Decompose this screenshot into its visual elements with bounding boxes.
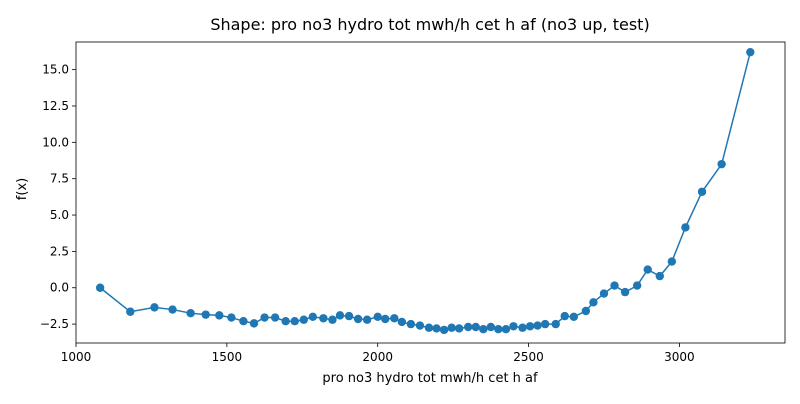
data-point — [509, 322, 518, 331]
data-point — [381, 314, 390, 324]
y-tick-label: 7.5 — [50, 172, 69, 186]
y-axis-label: f(x) — [15, 178, 30, 200]
data-point — [471, 322, 480, 332]
x-tick-label: 3000 — [664, 350, 695, 364]
data-point — [95, 283, 105, 292]
data-point — [540, 319, 550, 329]
data-point — [569, 312, 579, 322]
data-point — [632, 281, 642, 290]
data-point — [201, 310, 210, 319]
data-point — [328, 315, 337, 324]
data-point — [406, 319, 416, 329]
data-point — [168, 305, 177, 314]
data-point — [439, 325, 449, 335]
data-point — [308, 312, 318, 322]
data-point — [424, 323, 434, 332]
axes-frame — [75, 41, 786, 344]
x-tick-label: 2000 — [362, 350, 393, 364]
data-point — [390, 314, 399, 323]
x-tick-label: 1500 — [212, 350, 243, 364]
x-tick-label: 1000 — [61, 350, 92, 364]
data-point — [581, 306, 591, 316]
y-tick-label: 2.5 — [50, 244, 69, 258]
data-point — [494, 324, 503, 334]
data-point — [415, 321, 425, 330]
data-point — [281, 316, 290, 326]
x-tick-label: 2500 — [513, 350, 544, 364]
data-point — [353, 314, 363, 324]
data-point — [447, 323, 456, 332]
x-axis-label: pro no3 hydro tot mwh/h cet h af — [322, 371, 538, 386]
chart-title: Shape: pro no3 hydro tot mwh/h cet h af … — [210, 15, 649, 34]
data-point — [227, 313, 236, 322]
data-point — [270, 313, 280, 322]
y-tick-label: 15.0 — [42, 63, 69, 77]
data-point — [397, 317, 407, 327]
data-point — [479, 324, 488, 334]
data-point — [126, 307, 135, 316]
y-tick-label: 10.0 — [42, 135, 69, 149]
data-point — [150, 303, 159, 312]
data-point — [533, 321, 542, 330]
data-point — [186, 308, 195, 318]
data-point — [319, 314, 328, 323]
data-point — [344, 311, 354, 321]
data-point — [681, 223, 690, 232]
data-point — [454, 324, 464, 333]
y-tick-label: 0.0 — [50, 281, 69, 295]
data-point — [362, 315, 372, 324]
data-point — [525, 322, 535, 331]
data-point — [620, 287, 630, 297]
data-point — [717, 159, 726, 169]
data-point — [501, 324, 511, 334]
data-point — [551, 319, 560, 329]
data-point — [589, 298, 598, 307]
y-tick-label: 5.0 — [50, 208, 69, 222]
data-point — [432, 324, 441, 333]
data-point — [655, 271, 664, 281]
data-point — [335, 311, 345, 320]
data-point — [643, 265, 652, 274]
data-point — [610, 281, 619, 290]
data-point — [486, 322, 496, 332]
data-point — [249, 319, 259, 328]
data-point — [290, 316, 299, 326]
data-point — [299, 315, 308, 324]
data-point — [560, 311, 569, 321]
data-point — [215, 311, 224, 320]
data-point — [599, 289, 609, 298]
data-point — [373, 312, 382, 322]
data-point — [260, 313, 269, 322]
y-tick-label: −2.5 — [40, 317, 69, 331]
plot-area: 1000 1500 2000 2500 3000 −2.5 0.0 2.5 5.0 7.5 10.0… — [40, 41, 786, 364]
data-point — [697, 187, 707, 196]
y-tick-label: 12.5 — [42, 99, 69, 113]
data-point — [239, 316, 248, 326]
data-point — [518, 323, 527, 332]
data-point — [667, 257, 677, 266]
data-point — [464, 322, 473, 332]
data-point — [746, 47, 755, 57]
